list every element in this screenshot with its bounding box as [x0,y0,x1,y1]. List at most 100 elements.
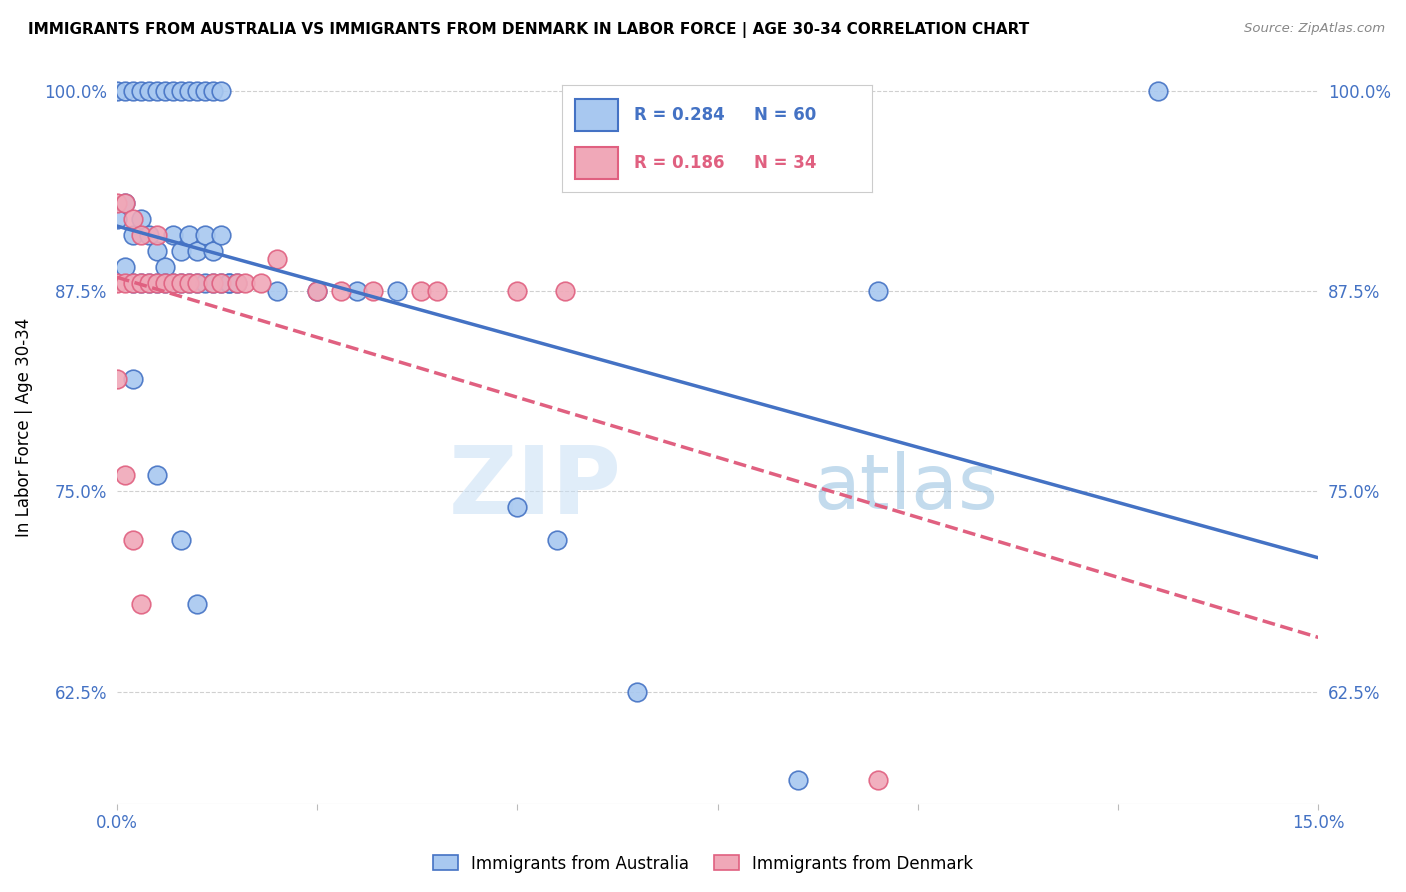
Point [866,772,889,787]
Point [114,196,136,211]
Point [162,227,184,242]
Point [170,276,193,290]
FancyBboxPatch shape [575,99,619,131]
Point [129,276,152,290]
Point [233,276,256,290]
Point [114,260,136,274]
Point [307,284,329,298]
Point [177,84,200,98]
Point [146,227,169,242]
Point [506,284,529,298]
Text: Source: ZipAtlas.com: Source: ZipAtlas.com [1244,22,1385,36]
Point [226,276,249,290]
Point [201,276,224,290]
Point [218,276,240,290]
Point [209,276,232,290]
Point [153,260,176,274]
Point [138,227,160,242]
Point [129,84,152,98]
Point [866,284,889,298]
Point [201,244,224,258]
Point [546,533,568,547]
Point [1147,84,1170,98]
Point [307,284,329,298]
Point [361,284,384,298]
Point [105,211,128,226]
Point [121,227,143,242]
Point [162,276,184,290]
Point [170,533,193,547]
Point [146,276,169,290]
Text: ZIP: ZIP [449,442,621,533]
Text: R = 0.186: R = 0.186 [634,154,724,172]
Point [114,468,136,483]
Point [170,276,193,290]
Point [114,84,136,98]
FancyBboxPatch shape [575,147,619,179]
Point [186,244,208,258]
Point [114,196,136,211]
Point [330,284,353,298]
Point [170,84,193,98]
Point [194,84,217,98]
Point [411,284,433,298]
Point [186,84,208,98]
Point [121,211,143,226]
Point [153,84,176,98]
Point [186,276,208,290]
Text: N = 34: N = 34 [754,154,817,172]
Text: atlas: atlas [814,450,998,524]
Point [138,276,160,290]
Point [105,196,128,211]
Point [209,227,232,242]
Point [114,276,136,290]
Point [186,276,208,290]
Point [346,284,368,298]
Point [194,276,217,290]
Point [121,533,143,547]
Point [146,244,169,258]
Point [194,227,217,242]
Point [121,372,143,386]
Point [266,284,288,298]
Point [786,772,808,787]
Point [153,276,176,290]
Point [186,597,208,611]
Point [506,500,529,515]
Point [626,685,648,699]
Point [129,211,152,226]
Point [266,252,288,266]
Point [138,276,160,290]
Point [226,276,249,290]
Point [153,276,176,290]
Point [554,284,576,298]
Point [177,276,200,290]
Point [177,227,200,242]
Point [385,284,408,298]
Point [426,284,449,298]
Point [146,84,169,98]
Point [138,84,160,98]
Point [121,276,143,290]
Point [201,84,224,98]
Point [129,227,152,242]
Point [105,276,128,290]
Point [170,244,193,258]
Text: N = 60: N = 60 [754,106,817,124]
Y-axis label: In Labor Force | Age 30-34: In Labor Force | Age 30-34 [15,318,32,537]
Point [105,84,128,98]
Point [201,276,224,290]
Point [250,276,273,290]
Point [218,276,240,290]
Point [209,84,232,98]
Text: IMMIGRANTS FROM AUSTRALIA VS IMMIGRANTS FROM DENMARK IN LABOR FORCE | AGE 30-34 : IMMIGRANTS FROM AUSTRALIA VS IMMIGRANTS … [28,22,1029,38]
Point [129,276,152,290]
Point [177,276,200,290]
Text: R = 0.284: R = 0.284 [634,106,724,124]
Point [209,276,232,290]
Point [121,84,143,98]
Legend: Immigrants from Australia, Immigrants from Denmark: Immigrants from Australia, Immigrants fr… [426,848,980,880]
Point [162,276,184,290]
Point [162,84,184,98]
Point [105,372,128,386]
